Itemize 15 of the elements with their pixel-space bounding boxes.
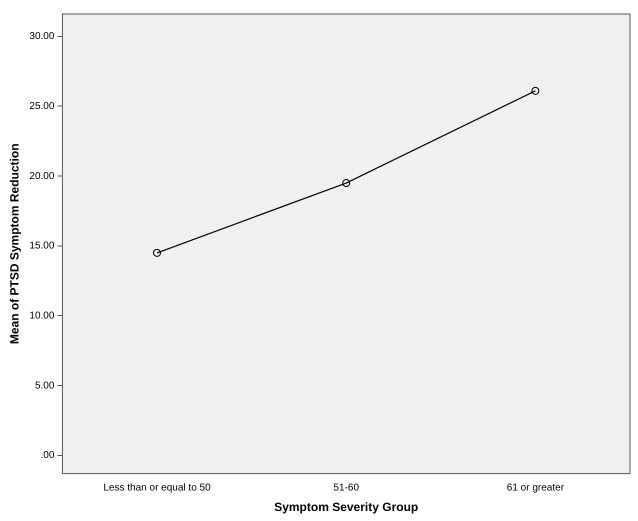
x-tick-label: Less than or equal to 50 [103, 482, 212, 494]
y-tick-label: 20.00 [29, 170, 55, 182]
y-axis-title: Mean of PTSD Symptom Reduction [8, 143, 22, 344]
x-tick-label: 61 or greater [506, 482, 565, 494]
y-tick-label: 30.00 [29, 31, 55, 42]
y-tick-label: 15.00 [29, 240, 55, 252]
x-axis-title: Symptom Severity Group [274, 500, 418, 514]
y-tick-label: 10.00 [29, 310, 55, 322]
point [153, 248, 162, 257]
y-tick-label: 5.00 [34, 380, 55, 392]
y-tick-label: .00 [40, 450, 55, 462]
point [531, 86, 540, 95]
x-tick-label: 51-60 [333, 482, 360, 494]
point [342, 179, 350, 188]
y-tick-label: 25.00 [29, 100, 55, 112]
